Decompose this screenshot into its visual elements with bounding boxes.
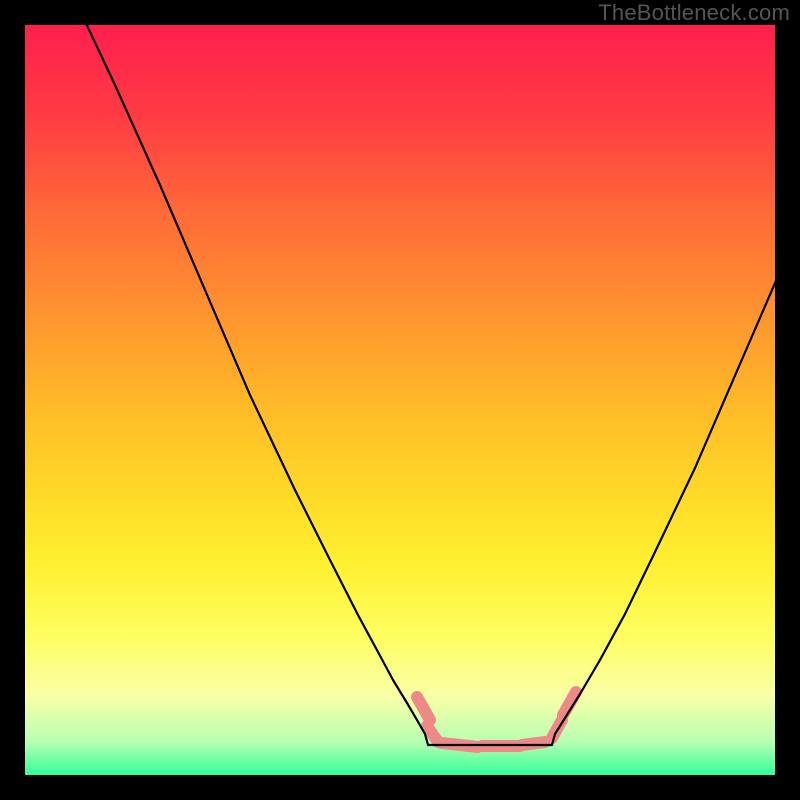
curve-layer — [0, 0, 800, 800]
highlight-segment — [427, 726, 438, 742]
bottleneck-curve — [75, 0, 800, 745]
watermark-text: TheBottleneck.com — [598, 0, 790, 26]
highlight-segment — [417, 697, 430, 720]
chart-frame: TheBottleneck.com — [0, 0, 800, 800]
